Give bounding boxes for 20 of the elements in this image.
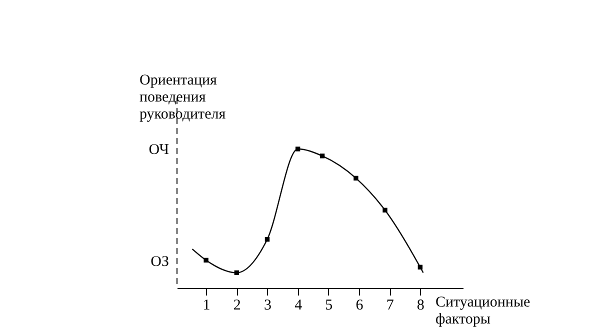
- x-tick-label: 2: [233, 298, 241, 314]
- point: [320, 154, 325, 158]
- x-tick-label: 8: [416, 298, 424, 314]
- point: [382, 208, 388, 213]
- point: [295, 146, 300, 152]
- text: ОЧ: [148, 142, 170, 158]
- point: [418, 264, 423, 270]
- point: [264, 237, 270, 242]
- point: [204, 258, 208, 263]
- point: [354, 176, 358, 181]
- x-tick-label: 7: [386, 298, 394, 314]
- y-axis-title: Ориентация поведения руководителя: [140, 72, 226, 122]
- point: [234, 270, 239, 276]
- x-tick-label: 4: [294, 298, 303, 314]
- x-tick-label: 1: [202, 298, 210, 314]
- x-axis-title: Ситуационные факторы: [436, 294, 531, 328]
- x-tick-label: 6: [356, 298, 364, 314]
- x-tick-label: 3: [264, 298, 272, 314]
- text: ОЗ: [150, 254, 169, 270]
- x-tick-label: 5: [325, 298, 333, 314]
